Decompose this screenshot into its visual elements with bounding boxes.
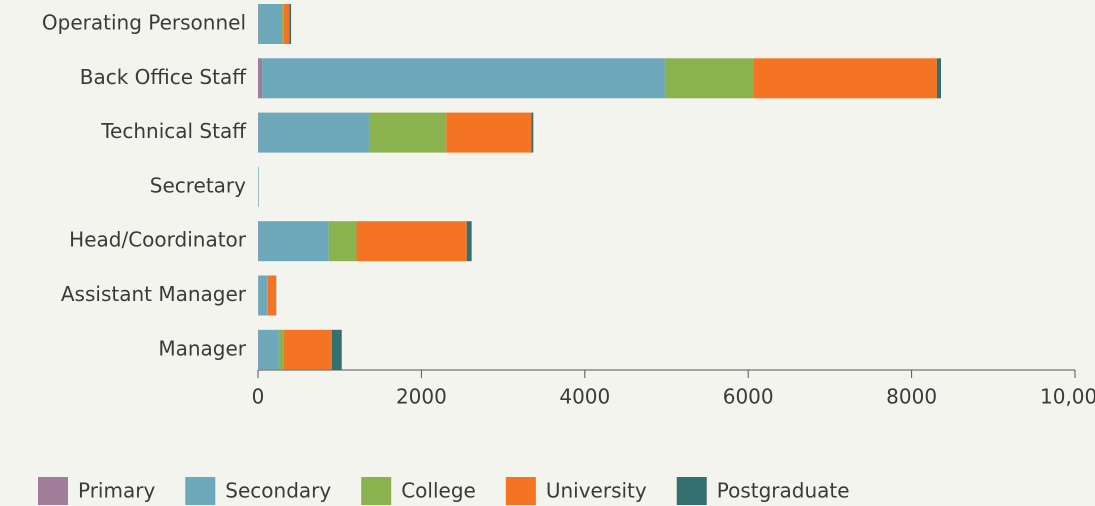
bar-segment bbox=[282, 4, 284, 44]
y-tick-label: Secretary bbox=[150, 173, 246, 197]
bar-segment bbox=[267, 275, 277, 316]
bar-segment bbox=[283, 329, 332, 370]
bar-segment bbox=[258, 58, 263, 99]
legend-label: College bbox=[401, 479, 476, 503]
y-tick-label: Head/Coordinator bbox=[69, 228, 247, 252]
legend-swatch bbox=[38, 477, 68, 505]
bar-segment bbox=[258, 166, 259, 207]
x-tick-label: 4000 bbox=[559, 385, 610, 409]
x-tick-label: 0 bbox=[252, 385, 265, 409]
bar-segment bbox=[369, 112, 447, 153]
legend-swatch bbox=[676, 477, 707, 505]
x-tick-label: 10,000 bbox=[1040, 385, 1095, 409]
y-tick-label: Technical Staff bbox=[100, 119, 247, 143]
bar-segment bbox=[258, 275, 268, 316]
bar-segment bbox=[466, 221, 472, 262]
bar-segment bbox=[262, 58, 665, 99]
legend-label: University bbox=[546, 479, 647, 503]
bar-segment bbox=[258, 112, 370, 153]
bar-segment bbox=[267, 275, 268, 316]
bar-segment bbox=[446, 112, 532, 153]
legend-label: Secondary bbox=[225, 479, 331, 503]
bar-segment bbox=[289, 4, 292, 44]
bar-segment bbox=[328, 221, 357, 262]
legend-label: Primary bbox=[78, 479, 155, 503]
bar-segment bbox=[936, 58, 942, 99]
y-tick-label: Back Office Staff bbox=[80, 65, 247, 89]
bar-segment bbox=[664, 58, 754, 99]
bar-segment bbox=[356, 221, 467, 262]
bar-segment bbox=[331, 329, 342, 370]
x-tick-label: 8000 bbox=[886, 385, 937, 409]
bar-segment bbox=[258, 221, 329, 262]
y-tick-label: Operating Personnel bbox=[42, 11, 246, 35]
bar-segment bbox=[278, 329, 284, 370]
bar-segment bbox=[283, 4, 290, 44]
legend-swatch bbox=[185, 477, 216, 505]
y-tick-label: Manager bbox=[158, 336, 246, 360]
bar-segment bbox=[753, 58, 937, 99]
x-tick-label: 6000 bbox=[723, 385, 774, 409]
legend-swatch bbox=[505, 477, 536, 505]
legend-swatch bbox=[361, 477, 392, 505]
legend-label: Postgraduate bbox=[717, 479, 850, 503]
y-tick-label: Assistant Manager bbox=[61, 282, 247, 306]
bar-segment bbox=[531, 112, 534, 153]
x-tick-label: 2000 bbox=[396, 385, 447, 409]
bar-segment bbox=[258, 329, 279, 370]
bar-segment bbox=[258, 4, 283, 44]
